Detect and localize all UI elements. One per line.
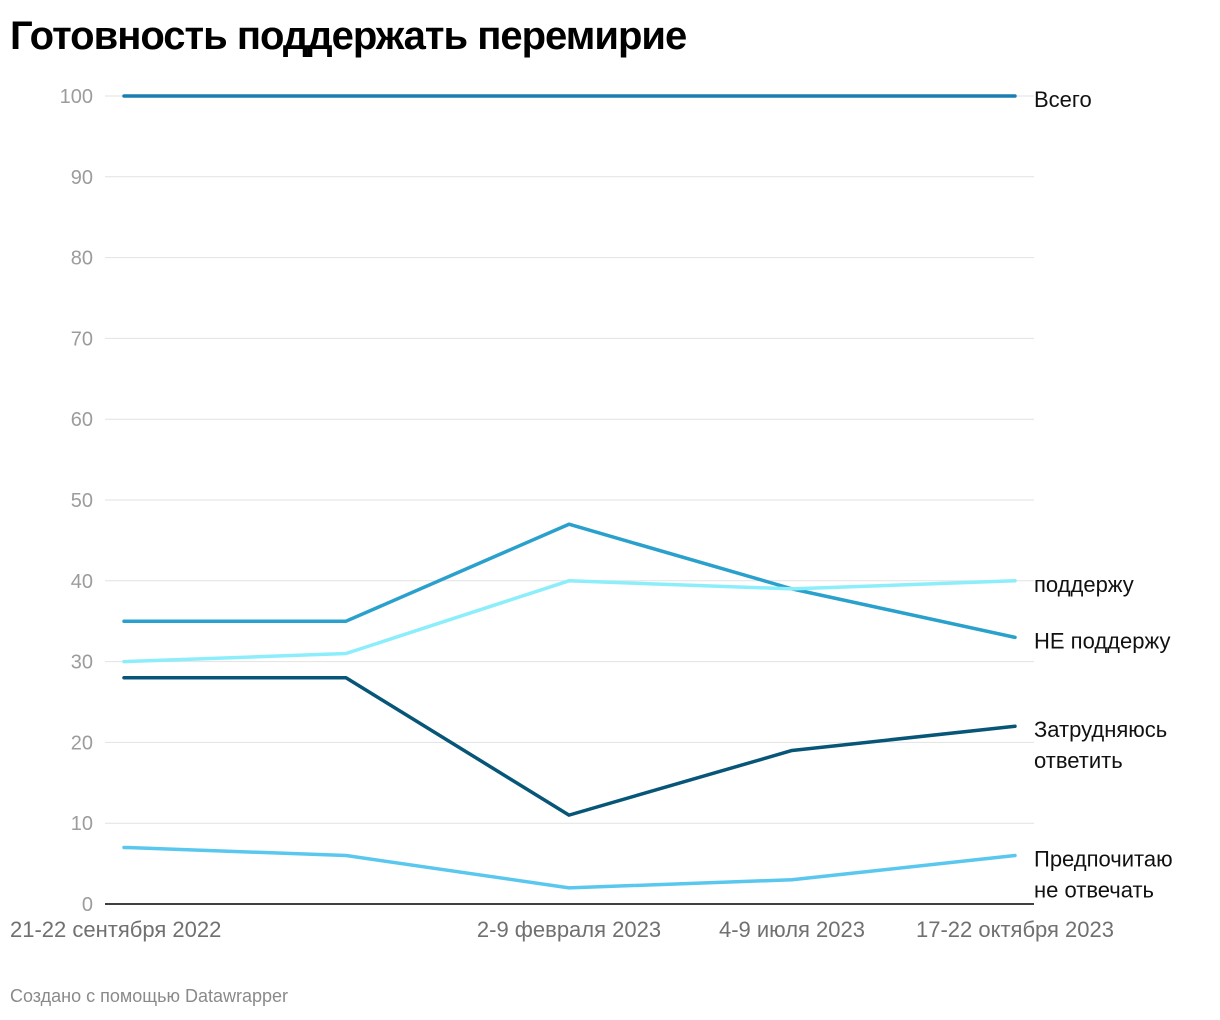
y-tick-label: 100 bbox=[60, 86, 93, 108]
y-tick-label: 50 bbox=[71, 490, 93, 512]
grid-lines bbox=[105, 95, 1034, 905]
series-lines bbox=[122, 94, 1017, 890]
y-tick-label: 0 bbox=[82, 894, 93, 916]
x-tick-label: 21-22 сентября 2022 bbox=[10, 917, 221, 942]
chart-title: Готовность поддержать перемирие bbox=[10, 14, 687, 58]
x-tick-label: 17-22 октября 2023 bbox=[916, 917, 1114, 942]
series-label: Всего bbox=[1034, 87, 1092, 112]
series-line bbox=[122, 676, 1017, 817]
y-tick-label: 80 bbox=[71, 248, 93, 270]
y-tick-label: 40 bbox=[71, 571, 93, 593]
series-label-line: НЕ поддержу bbox=[1034, 628, 1170, 653]
series-labels: Всего поддержу НЕ поддержу Затрудняюсь ответ… bbox=[1034, 87, 1173, 903]
y-tick-label: 90 bbox=[71, 167, 93, 189]
series-label-line: поддержу bbox=[1034, 572, 1134, 597]
series-label: Предпочитаю не отвечать bbox=[1034, 847, 1173, 903]
series-label-line: не отвечать bbox=[1034, 878, 1154, 903]
series-line bbox=[122, 845, 1017, 890]
series-label: НЕ поддержу bbox=[1034, 628, 1170, 653]
y-tick-label: 20 bbox=[71, 732, 93, 754]
series-label-line: Затрудняюсь bbox=[1034, 717, 1167, 742]
series-line bbox=[122, 579, 1017, 664]
credit-footer: Создано с помощью Datawrapper bbox=[10, 986, 289, 1006]
x-tick-label: 4-9 июля 2023 bbox=[719, 917, 865, 942]
y-tick-label: 10 bbox=[71, 813, 93, 835]
y-tick-label: 60 bbox=[71, 409, 93, 431]
series-label-line: Предпочитаю bbox=[1034, 847, 1173, 872]
series-label: Затрудняюсь ответить bbox=[1034, 717, 1167, 773]
series-label-line: ответить bbox=[1034, 748, 1123, 773]
series-label: поддержу bbox=[1034, 572, 1134, 597]
x-axis-tick-labels: 21-22 сентября 2022 2-9 февраля 2023 4-9 и… bbox=[10, 917, 1114, 942]
y-tick-label: 70 bbox=[71, 328, 93, 350]
x-tick-label: 2-9 февраля 2023 bbox=[477, 917, 661, 942]
y-tick-label: 30 bbox=[71, 652, 93, 674]
series-line bbox=[122, 522, 1017, 640]
y-axis-tick-labels: 0 10 20 30 40 50 60 70 80 90 100 bbox=[60, 86, 93, 916]
series-label-line: Всего bbox=[1034, 87, 1092, 112]
